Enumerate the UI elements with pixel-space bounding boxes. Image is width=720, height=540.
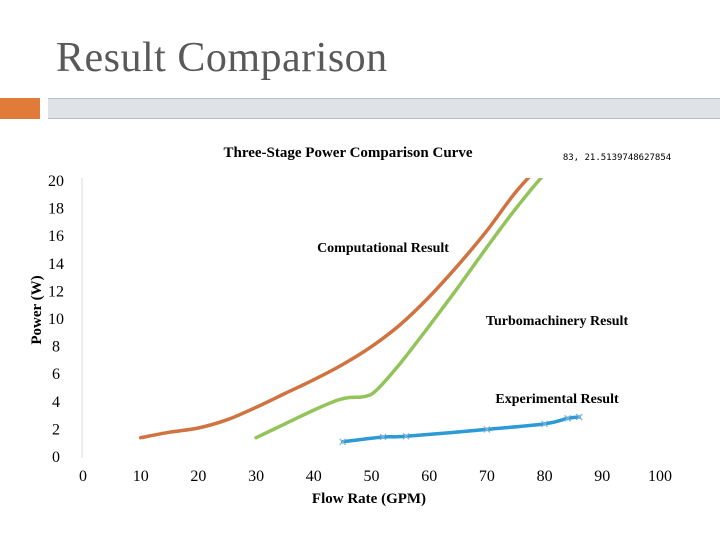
data-point-marker (575, 413, 583, 421)
y-tick-label: 14 (48, 256, 64, 273)
y-tick-label: 10 (48, 311, 64, 328)
y-tick-label: 0 (52, 449, 60, 466)
x-tick-label: 70 (479, 468, 495, 485)
series-label-computational: Computational Result (317, 241, 449, 256)
y-tick-label: 20 (48, 173, 64, 190)
chart-title: Three-Stage Power Comparison Curve (224, 145, 473, 161)
data-point-annotation: 83, 21.5139748627854 (563, 153, 671, 163)
x-tick-label: 20 (190, 468, 206, 485)
data-point-marker (402, 432, 410, 440)
accent-bar (48, 98, 720, 119)
series-line-turbomachinery-result (254, 178, 544, 440)
y-tick-label: 8 (52, 339, 60, 356)
x-tick-label: 80 (537, 468, 553, 485)
series-label-turbomachinery: Turbomachinery Result (486, 314, 629, 329)
y-tick-label: 16 (48, 228, 64, 245)
y-axis-label: Power (W) (29, 275, 45, 344)
y-tick-label: 6 (52, 366, 60, 383)
x-tick-label: 40 (306, 468, 322, 485)
x-tick-label: 60 (421, 468, 437, 485)
x-tick-label: 100 (648, 468, 672, 485)
x-tick-label: 30 (248, 468, 264, 485)
series-line-experimental-result (340, 415, 581, 444)
x-tick-label: 50 (364, 468, 380, 485)
x-tick-label: 10 (133, 468, 149, 485)
slide-title: Result Comparison (56, 35, 388, 81)
series-label-experimental: Experimental Result (495, 392, 619, 407)
data-point-marker (541, 420, 549, 428)
series-layer (138, 178, 583, 446)
series-line-computational-result (138, 178, 531, 440)
x-tick-labels: 0 10 20 30 40 50 60 70 80 90 100 (79, 468, 672, 485)
data-point-marker (379, 433, 387, 441)
x-tick-label: 0 (79, 468, 87, 485)
y-tick-label: 12 (48, 283, 64, 300)
y-tick-labels: 0 2 4 6 8 10 12 14 16 18 20 (48, 173, 64, 466)
data-point-marker (564, 414, 572, 422)
y-tick-label: 2 (52, 421, 60, 438)
data-point-marker (339, 438, 347, 446)
x-axis-label: Flow Rate (GPM) (312, 491, 426, 507)
accent-square (0, 98, 40, 119)
y-tick-label: 18 (48, 201, 64, 218)
y-tick-label: 4 (52, 394, 60, 411)
data-point-marker (483, 425, 491, 433)
x-tick-label: 90 (594, 468, 610, 485)
